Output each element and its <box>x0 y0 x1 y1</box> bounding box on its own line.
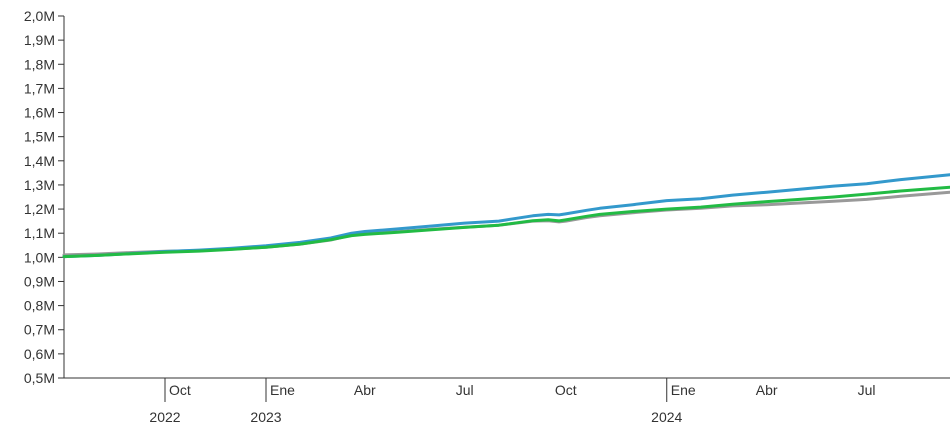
x-month-label: Jul <box>456 382 474 398</box>
x-month-label: Ene <box>671 382 696 398</box>
series-lines <box>62 173 950 259</box>
y-tick-label: 1,9M <box>24 32 55 48</box>
series-line-2 <box>62 173 950 259</box>
x-month-label: Abr <box>756 382 778 398</box>
y-tick-label: 1,4M <box>24 153 55 169</box>
y-axis: 0,5M 0,6M 0,7M 0,8M 0,9M 1,0M 1,1M 1,2M 1,3M 1,4M… <box>24 8 65 386</box>
x-axis: Oct Ene Abr Jul Oct Ene Abr Jul 2022 2023 2024 <box>64 377 950 425</box>
y-tick-label: 1,5M <box>24 129 55 145</box>
y-tick-label: 0,6M <box>24 346 55 362</box>
x-year-label: 2022 <box>149 409 180 425</box>
x-year-label: 2023 <box>250 409 281 425</box>
y-tick-label: 1,8M <box>24 56 55 72</box>
x-month-label: Ene <box>270 382 295 398</box>
x-month-label: Oct <box>169 382 191 398</box>
x-month-label: Abr <box>354 382 376 398</box>
y-tick-label: 1,7M <box>24 80 55 96</box>
y-tick-label: 0,9M <box>24 273 55 289</box>
y-tick-label: 0,7M <box>24 322 55 338</box>
x-year-label: 2024 <box>651 409 682 425</box>
y-tick-label: 2,0M <box>24 8 55 24</box>
x-month-label: Oct <box>555 382 577 398</box>
x-month-label: Jul <box>858 382 876 398</box>
y-tick-label: 1,3M <box>24 177 55 193</box>
series-line-3 <box>62 185 950 259</box>
y-tick-label: 1,2M <box>24 201 55 217</box>
y-tick-label: 0,5M <box>24 370 55 386</box>
y-tick-label: 0,8M <box>24 298 55 314</box>
y-tick-label: 1,0M <box>24 249 55 265</box>
y-tick-label: 1,1M <box>24 225 55 241</box>
y-tick-label: 1,6M <box>24 105 55 121</box>
